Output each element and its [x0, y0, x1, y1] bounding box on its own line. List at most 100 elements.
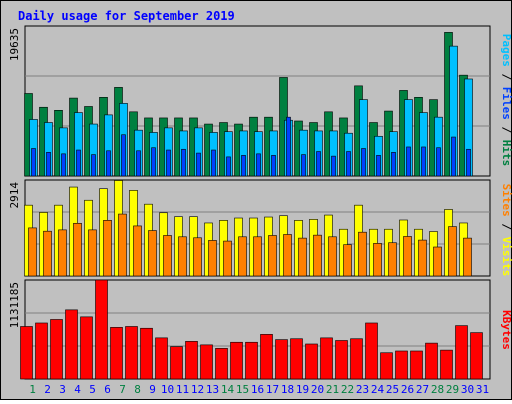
bar-sites-14 [223, 240, 232, 277]
bar-pages-2 [46, 152, 51, 177]
x-tick-label: 18 [281, 383, 294, 396]
bar-pages-26 [406, 146, 411, 177]
x-tick-label: 22 [341, 383, 354, 396]
bar-pages-30 [466, 148, 471, 177]
bar-pages-23 [361, 148, 366, 177]
bar-sites-20 [313, 234, 322, 277]
bar-pages-15 [241, 155, 246, 177]
bar-sites-2 [43, 230, 52, 277]
axis-label-part: Hits [500, 140, 512, 167]
bar-kbytes-21 [320, 337, 333, 380]
bar-kbytes-12 [185, 341, 198, 380]
bar-kbytes-8 [125, 326, 138, 380]
bar-kbytes-15 [230, 341, 243, 380]
bar-pages-3 [61, 153, 66, 177]
bar-sites-9 [148, 230, 157, 277]
bar-kbytes-18 [275, 339, 288, 380]
bar-kbytes-22 [335, 340, 348, 380]
bar-pages-20 [316, 151, 321, 177]
bar-pages-22 [346, 151, 351, 177]
bar-sites-16 [253, 236, 262, 277]
y-max-tick-label: 2914 [8, 182, 21, 209]
axis-label-part: Pages [500, 34, 512, 67]
bar-pages-9 [151, 147, 156, 177]
bar-sites-7 [118, 213, 127, 277]
bar-pages-14 [226, 156, 231, 177]
x-tick-label: 17 [266, 383, 279, 396]
bar-kbytes-7 [110, 327, 123, 380]
bar-kbytes-6 [95, 279, 108, 380]
bar-kbytes-4 [65, 309, 78, 380]
bar-sites-10 [163, 235, 172, 277]
x-tick-label: 5 [89, 383, 96, 396]
bar-pages-4 [76, 149, 81, 177]
x-tick-label: 15 [236, 383, 249, 396]
bar-sites-22 [343, 244, 352, 277]
bar-pages-8 [136, 150, 141, 177]
x-tick-label: 25 [386, 383, 399, 396]
x-tick-label: 24 [371, 383, 385, 396]
bar-sites-29 [448, 226, 457, 277]
bar-sites-15 [238, 236, 247, 277]
bar-pages-7 [121, 134, 126, 177]
bar-sites-1 [28, 227, 37, 277]
x-tick-label: 21 [326, 383, 339, 396]
bar-kbytes-23 [350, 338, 363, 380]
bar-pages-28 [436, 147, 441, 177]
bar-pages-21 [331, 155, 336, 177]
axis-label-part: KBytes [500, 310, 512, 350]
bar-kbytes-30 [455, 325, 468, 380]
bar-kbytes-24 [365, 322, 378, 380]
x-tick-label: 30 [461, 383, 474, 396]
x-axis-labels: 1 2 3 4 5 6 7 8 9 10 11 12 13 14 15 16 17 18 19 20 21 22 23 24 2… [29, 383, 489, 396]
x-tick-label: 1 [29, 383, 36, 396]
axis-label-part: / [500, 67, 512, 87]
bar-sites-3 [58, 229, 67, 277]
bar-pages-16 [256, 153, 261, 177]
axis-label-part: Visits [500, 237, 512, 277]
bar-kbytes-17 [260, 334, 273, 380]
bar-kbytes-25 [380, 352, 393, 380]
bar-pages-18 [286, 116, 291, 177]
bar-pages-27 [421, 146, 426, 177]
bar-pages-25 [391, 152, 396, 177]
x-tick-label: 10 [161, 383, 174, 396]
bar-kbytes-26 [395, 350, 408, 380]
x-tick-label: 28 [431, 383, 444, 396]
bar-kbytes-20 [305, 343, 318, 380]
bar-sites-6 [103, 220, 112, 277]
x-tick-label: 7 [119, 383, 126, 396]
x-tick-label: 29 [446, 383, 459, 396]
x-tick-label: 20 [311, 383, 324, 396]
bar-sites-21 [328, 236, 337, 277]
bar-kbytes-1 [20, 326, 33, 380]
bar-sites-18 [283, 234, 292, 277]
axis-label-visits-sites: Sites / Visits [500, 184, 512, 277]
y-max-tick-label: 19635 [8, 28, 21, 61]
bar-kbytes-13 [200, 344, 213, 380]
x-tick-label: 26 [401, 383, 414, 396]
bar-kbytes-29 [440, 349, 453, 380]
x-tick-label: 2 [44, 383, 51, 396]
bar-sites-30 [463, 237, 472, 277]
bar-kbytes-5 [80, 316, 93, 380]
x-tick-label: 31 [476, 383, 489, 396]
bar-pages-11 [181, 148, 186, 177]
x-tick-label: 11 [176, 383, 189, 396]
panel-hits-files-pages: 19635 Pages / Files / Hits [8, 25, 512, 177]
bar-pages-6 [106, 150, 111, 177]
bar-kbytes-3 [50, 319, 63, 380]
bar-kbytes-9 [140, 327, 153, 380]
x-tick-label: 6 [104, 383, 111, 396]
x-tick-label: 14 [221, 383, 235, 396]
axis-label-kbytes: KBytes [500, 310, 512, 350]
bar-sites-4 [73, 222, 82, 277]
x-tick-label: 3 [59, 383, 66, 396]
bar-sites-23 [358, 231, 367, 277]
bar-sites-5 [88, 229, 97, 277]
axis-label-part: Sites [500, 184, 512, 217]
bar-kbytes-2 [35, 322, 48, 380]
bar-pages-19 [301, 154, 306, 177]
bar-sites-25 [388, 242, 397, 277]
